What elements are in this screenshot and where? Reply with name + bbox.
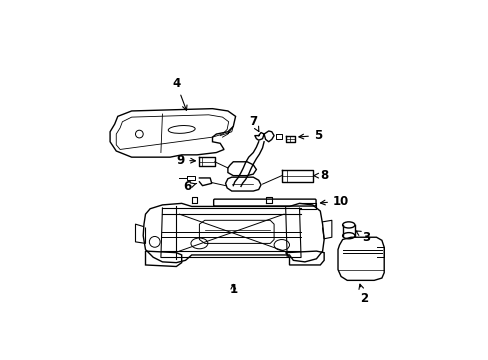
- Text: 10: 10: [320, 194, 348, 208]
- Text: 1: 1: [229, 283, 237, 296]
- Text: 3: 3: [355, 231, 370, 244]
- Text: 8: 8: [313, 169, 327, 182]
- Text: 9: 9: [176, 154, 195, 167]
- Text: 7: 7: [249, 115, 258, 131]
- Text: 2: 2: [358, 284, 367, 305]
- Text: 5: 5: [298, 129, 322, 142]
- Text: 6: 6: [183, 180, 196, 193]
- Text: 4: 4: [172, 77, 186, 110]
